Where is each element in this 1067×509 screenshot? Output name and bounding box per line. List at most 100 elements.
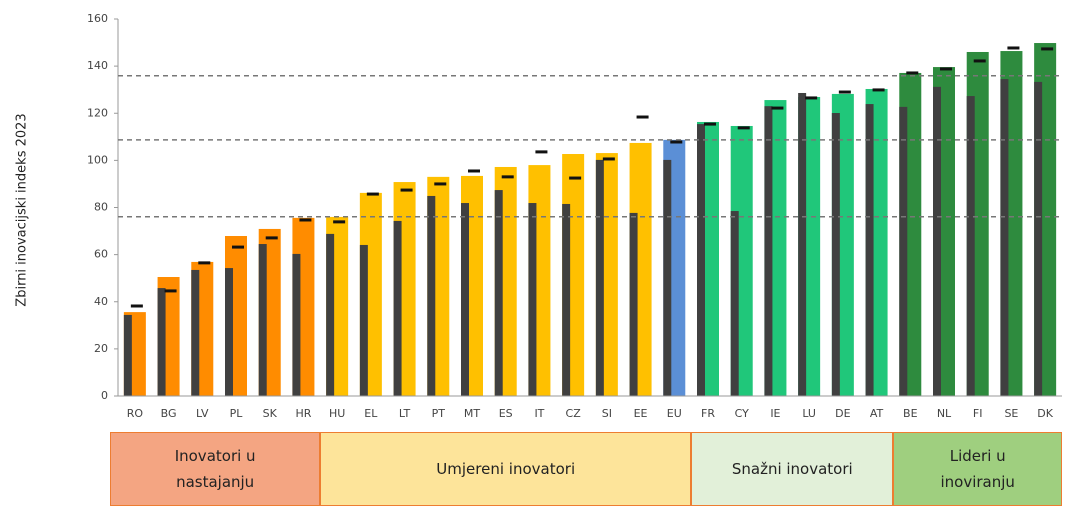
- y-tick-label: 0: [101, 389, 108, 402]
- bar-inner: [865, 104, 874, 397]
- bar-inner: [326, 233, 335, 396]
- x-tick-label: LU: [802, 407, 816, 420]
- x-tick-label: EL: [364, 407, 378, 420]
- x-tick-label: HR: [295, 407, 311, 420]
- dash-marker: [333, 220, 346, 224]
- dash-marker: [1041, 47, 1054, 51]
- dash-marker: [704, 122, 716, 126]
- dash-marker: [670, 140, 683, 144]
- dash-marker: [737, 126, 750, 130]
- dash-marker: [501, 175, 514, 179]
- x-tick-label: PL: [230, 407, 244, 420]
- x-tick-label: SI: [602, 407, 612, 420]
- group-label: Inovatori u: [174, 447, 256, 465]
- y-tick-label: 120: [87, 106, 108, 119]
- dash-marker: [366, 192, 379, 196]
- y-tick-label: 80: [94, 201, 108, 214]
- y-tick-label: 20: [94, 342, 108, 355]
- y-tick-label: 140: [87, 59, 108, 72]
- dash-marker: [805, 96, 818, 100]
- dash-marker: [265, 236, 278, 240]
- bar-inner: [764, 106, 773, 397]
- dash-marker: [232, 245, 244, 249]
- bar-inner: [427, 195, 436, 396]
- dash-marker: [468, 169, 480, 173]
- bar-inner: [899, 106, 908, 396]
- dash-marker: [906, 71, 919, 75]
- chart: Zbirni inovacijski indeks 2023 0 20 40 60 80…: [15, 12, 1062, 420]
- x-tick-label: FI: [973, 407, 983, 420]
- y-axis-label: Zbirni inovacijski indeks 2023: [15, 113, 30, 306]
- y-tick-label: 100: [87, 153, 108, 166]
- bar-inner: [225, 268, 233, 396]
- x-tick-label: LV: [196, 407, 209, 420]
- dash-marker: [198, 261, 211, 265]
- dash-marker: [569, 176, 582, 180]
- x-tick-label: BG: [161, 407, 177, 420]
- dash-marker: [973, 59, 986, 63]
- bar-inner: [359, 244, 368, 396]
- bar-inner: [629, 212, 638, 396]
- x-tick-label: IE: [770, 407, 780, 420]
- x-tick-label: BE: [903, 407, 918, 420]
- x-tick-label: AT: [870, 407, 884, 420]
- x-tick-label: FR: [701, 407, 715, 420]
- group-box: Umjereni inovatori: [320, 432, 692, 506]
- dash-marker: [940, 67, 952, 71]
- x-tick-label: IT: [534, 407, 544, 420]
- bar-inner: [292, 253, 301, 396]
- x-tick-label: SE: [1004, 407, 1018, 420]
- bar-inner: [562, 203, 571, 396]
- bar-inner: [933, 86, 941, 397]
- group-label: Lideri u: [949, 447, 1006, 465]
- dash-marker: [535, 150, 548, 154]
- bar-inner: [798, 92, 807, 396]
- bar-inner: [461, 203, 469, 396]
- x-tick-label: PT: [432, 407, 446, 420]
- dash-marker: [434, 182, 447, 186]
- group-label: Snažni inovatori: [731, 460, 853, 478]
- x-tick-label: EU: [667, 407, 682, 420]
- bar-inner: [663, 159, 672, 396]
- bar-inner: [528, 203, 537, 396]
- bar-inner: [494, 190, 503, 396]
- bar-inner: [966, 96, 975, 396]
- bar-inner: [1034, 81, 1043, 397]
- bar-inner: [191, 269, 200, 396]
- bar-inner: [595, 159, 604, 396]
- dash-marker: [400, 188, 413, 192]
- bar-inner: [730, 211, 739, 396]
- bar-inner: [697, 124, 705, 397]
- dash-marker: [130, 304, 143, 308]
- y-tick-label: 160: [87, 12, 108, 25]
- bar-inner: [157, 288, 166, 396]
- x-tick-label: EE: [634, 407, 648, 420]
- x-tick-label: SK: [263, 407, 278, 420]
- dash-marker: [636, 115, 649, 119]
- x-tick-label: DE: [835, 407, 850, 420]
- x-tick-label: LT: [399, 407, 411, 420]
- x-tick-label: NL: [937, 407, 952, 420]
- dash-marker: [299, 218, 312, 222]
- bar-inner: [1000, 79, 1009, 396]
- bar-inner: [393, 220, 402, 396]
- x-tick-label: DK: [1037, 407, 1053, 420]
- dash-marker: [771, 106, 784, 110]
- dash-marker: [164, 289, 177, 293]
- group-label: inoviranju: [940, 473, 1015, 491]
- x-tick-label: CZ: [566, 407, 582, 420]
- dash-marker: [838, 90, 851, 94]
- group-box: Lideri u inoviranju: [893, 432, 1062, 506]
- x-tick-label: HU: [329, 407, 345, 420]
- y-tick-label: 60: [94, 248, 108, 261]
- group-box: Snažni inovatori: [691, 432, 894, 506]
- bar-inner: [123, 314, 132, 396]
- dash-marker: [602, 157, 615, 161]
- y-tick-label: 40: [94, 295, 108, 308]
- dash-marker: [872, 88, 885, 92]
- dash-marker: [1007, 46, 1020, 50]
- x-tick-label: CY: [735, 407, 749, 420]
- bar-inner: [831, 113, 840, 396]
- group-label: nastajanju: [176, 473, 255, 491]
